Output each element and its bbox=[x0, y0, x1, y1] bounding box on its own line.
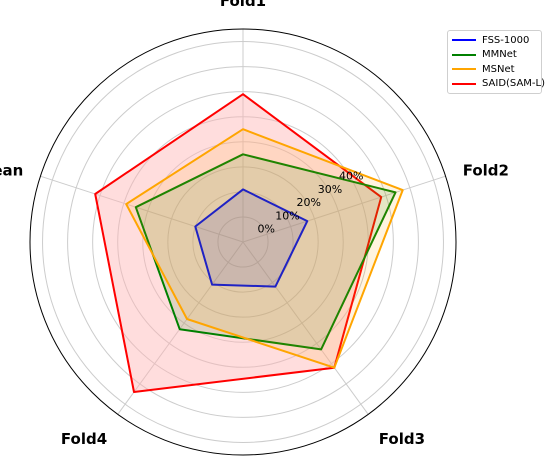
grid-spoke bbox=[40, 175, 244, 243]
radial-tick-label: 0% bbox=[258, 223, 275, 236]
legend-item-msnet: MSNet bbox=[452, 62, 537, 77]
legend-swatch-msnet bbox=[452, 68, 476, 71]
legend-swatch-mmnet bbox=[452, 53, 476, 56]
series-fill-msnet bbox=[126, 129, 403, 368]
category-label-fold4: Fold4 bbox=[61, 430, 107, 448]
radial-tick-label: 10% bbox=[275, 209, 299, 222]
grid-spoke bbox=[117, 241, 244, 415]
legend-label: MSNet bbox=[482, 63, 515, 75]
category-label-fold3: Fold3 bbox=[379, 430, 425, 448]
series-layer bbox=[94, 93, 404, 393]
legend-swatch-fss-1000 bbox=[452, 39, 476, 42]
legend-label: FSS-1000 bbox=[482, 34, 530, 46]
legend-item-said-sam-l: SAID(SAM-L) bbox=[452, 77, 545, 92]
series-fill-fss-1000 bbox=[195, 189, 308, 287]
legend-item-mmnet: MMNet bbox=[452, 48, 537, 63]
legend-label: MMNet bbox=[482, 49, 517, 61]
category-label-fold1: Fold1 bbox=[220, 0, 266, 10]
outer-frame bbox=[29, 28, 457, 456]
radar-grid bbox=[29, 28, 457, 456]
grid-spoke bbox=[242, 241, 369, 415]
series-fill-said-sam-l bbox=[95, 94, 382, 392]
legend-label: SAID(SAM-L) bbox=[482, 78, 546, 90]
category-label-fold2: Fold2 bbox=[463, 162, 509, 180]
series-line-said-sam-l bbox=[94, 93, 383, 393]
series-fill-mmnet bbox=[135, 154, 396, 350]
legend-swatch-said-sam-l bbox=[452, 82, 476, 85]
radial-tick-label: 40% bbox=[339, 170, 363, 183]
legend-item-fss-1000: FSS-1000 bbox=[452, 33, 537, 48]
category-label-mean: Mean bbox=[0, 162, 23, 180]
series-line-msnet bbox=[125, 128, 404, 369]
label-layer: 0%10%20%30%40% Fold1 Fold2 Fold3 Fold4 Mean bbox=[0, 0, 509, 448]
series-line-fss-1000 bbox=[194, 188, 309, 288]
legend: FSS-1000 MMNet MSNet SAID(SAM-L) bbox=[447, 30, 545, 94]
radial-tick-label: 20% bbox=[297, 196, 321, 209]
radial-tick-label: 30% bbox=[318, 183, 342, 196]
grid-spoke bbox=[242, 175, 446, 243]
